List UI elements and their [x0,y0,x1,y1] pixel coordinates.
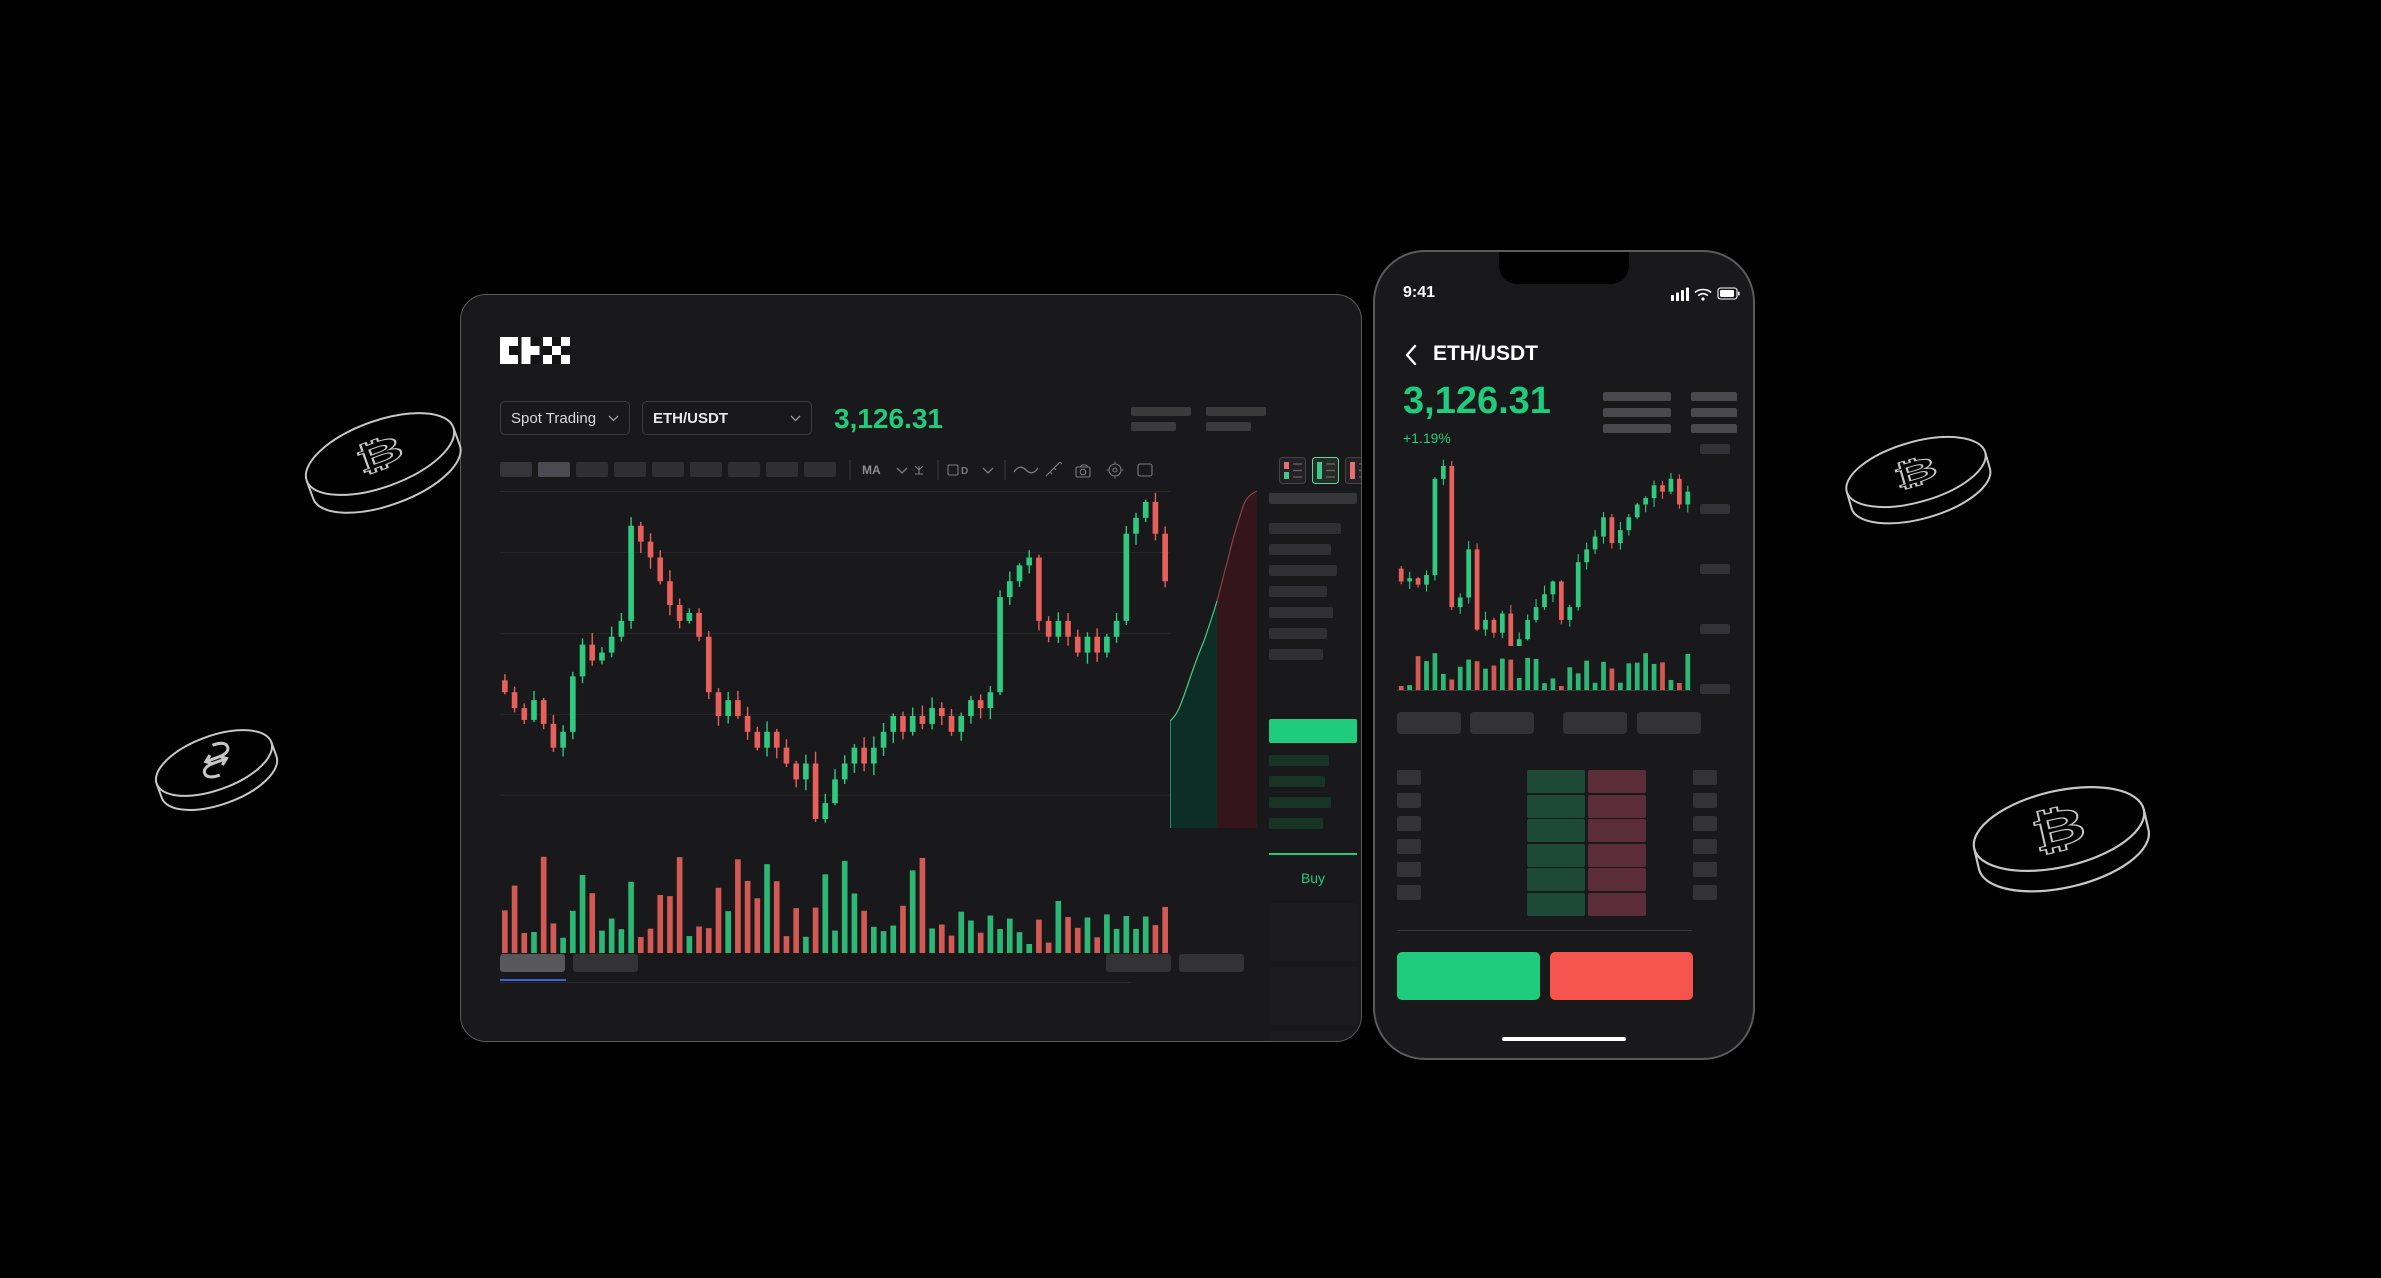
svg-text:MA: MA [862,463,881,477]
svg-text:D: D [961,466,968,477]
